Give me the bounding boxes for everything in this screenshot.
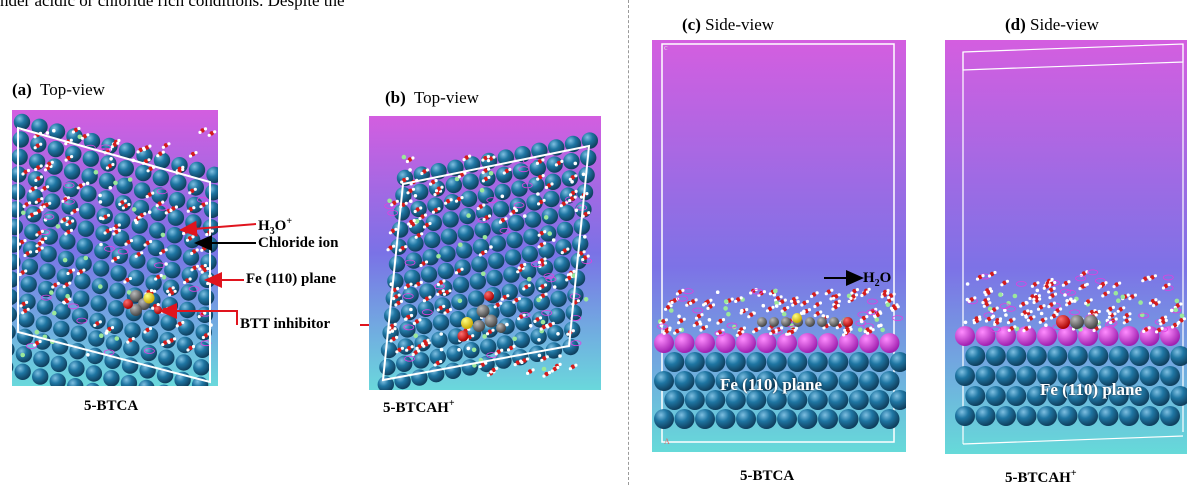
panel-a-label: (a) Top-view xyxy=(12,80,105,99)
panel-b-caption: 5-BTCAH+ xyxy=(383,398,455,416)
chloride-label: Chloride ion xyxy=(258,235,339,251)
h2o-label: H2O xyxy=(863,270,892,289)
panel-a-caption: 5-BTCA xyxy=(84,398,139,414)
panel-b-label: (b) Top-view xyxy=(385,88,479,107)
btt-inhibitor-label: BTT inhibitor xyxy=(240,316,331,332)
panel-b-top-view-image xyxy=(369,116,601,390)
header-text-fragment: nder acidic or chloride rich conditions.… xyxy=(0,0,345,10)
svg-text:A: A xyxy=(664,437,670,446)
panel-a-top-view-image xyxy=(12,110,218,386)
panel-divider xyxy=(628,0,629,485)
panel-c-plane-label: Fe (110) plane xyxy=(720,375,822,394)
panel-d-plane-label: Fe (110) plane xyxy=(1040,380,1142,399)
panel-d-caption: 5-BTCAH+ xyxy=(1005,468,1077,486)
panel-d-label: (d) Side-view xyxy=(1005,15,1099,34)
svg-text:c: c xyxy=(664,43,668,52)
panel-c-side-view-image: c A xyxy=(652,40,906,452)
panel-d-side-view-image xyxy=(945,40,1187,454)
panel-c-caption: 5-BTCA xyxy=(740,468,795,484)
fe-plane-label: Fe (110) plane xyxy=(246,271,336,287)
panel-c-label: (c) Side-view xyxy=(682,15,775,34)
h2o-arrow xyxy=(824,270,864,286)
h3o-label: H3O+ xyxy=(258,216,293,237)
